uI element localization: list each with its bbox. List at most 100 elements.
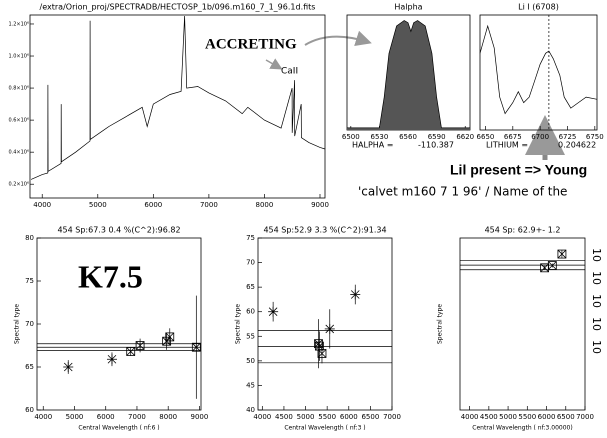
point-stroke	[126, 347, 135, 356]
chart-title: 454 Sp:52.9 3.3 %(C^2):91.34	[263, 226, 386, 235]
x-tick-label: 7000	[576, 413, 594, 421]
annotation: 'calvet m160 7 1 96' / Name of the	[358, 185, 567, 199]
y-axis-label: Spectral type	[437, 304, 444, 344]
x-tick-label: 6000	[340, 413, 358, 421]
point	[350, 289, 361, 300]
annotation: Lil present => Young	[450, 162, 587, 178]
line	[30, 15, 326, 180]
point-stroke	[314, 339, 323, 348]
point	[547, 261, 557, 270]
y-tick-label: 1.0×10⁶	[8, 54, 29, 60]
y-tick-label: 50	[246, 357, 255, 365]
y-tick-label: 75	[246, 234, 255, 242]
point	[126, 347, 136, 356]
y-tick-label: 1.2×10⁶	[8, 21, 29, 27]
x-tick-label: 7000	[200, 201, 218, 209]
x-tick-label: 6500	[361, 413, 379, 421]
point-stroke	[165, 332, 175, 342]
point	[324, 323, 335, 334]
x-tick-label: 7000	[383, 413, 401, 421]
x-tick-label: 7000	[128, 413, 146, 421]
y-tick-label: 0.8×10⁶	[8, 86, 29, 92]
annotation: LITHIUM =	[486, 141, 528, 150]
x-tick-label: 6590	[428, 133, 446, 141]
x-tick-label: 6725	[559, 133, 577, 141]
point-box	[314, 341, 324, 351]
x-tick-label: 4500	[275, 413, 293, 421]
annotation: -110.387	[418, 141, 454, 150]
point	[314, 339, 323, 349]
y-tick-label: 65	[246, 283, 255, 291]
chart-title: Li I (6708)	[518, 3, 559, 12]
line	[479, 24, 598, 115]
y-tick-label: 60	[25, 406, 34, 414]
point-box	[126, 347, 136, 356]
x-tick-label: 8000	[159, 413, 177, 421]
point-box	[317, 349, 327, 358]
x-tick-label: 6500	[342, 133, 360, 141]
x-tick-label: 9000	[191, 413, 209, 421]
y-tick-label: 80	[25, 234, 34, 242]
plot-frame	[479, 14, 598, 131]
x-tick-label: 6000	[97, 413, 115, 421]
y-tick-label: 40	[246, 406, 255, 414]
point-box	[314, 339, 323, 349]
point-box	[547, 261, 557, 270]
x-tick-label: 6700	[531, 133, 549, 141]
plot-frame	[29, 14, 326, 199]
point	[165, 332, 175, 342]
y-tick-label: 75	[25, 277, 34, 285]
y-tick-label: 55	[246, 332, 255, 340]
annotation: 10	[590, 271, 603, 285]
point	[317, 349, 327, 358]
y-tick-label: 0.2×10⁶	[8, 182, 29, 188]
x-axis-label: Central Wavelength ( nf:3.00000)	[472, 425, 572, 432]
chart-title: Halpha	[394, 3, 422, 12]
x-tick-label: 5500	[318, 413, 336, 421]
x-tick-label: 6560	[399, 133, 417, 141]
point	[106, 354, 117, 365]
y-axis-label: Spectral type	[235, 304, 242, 344]
x-tick-label: 6500	[557, 413, 575, 421]
point-box	[557, 249, 567, 259]
point	[63, 362, 74, 372]
x-tick-label: 6750	[586, 133, 604, 141]
x-tick-label: 6530	[371, 133, 389, 141]
point-stroke	[315, 341, 324, 351]
chart-title: 454 Sp:67.3 0.4 %(C^2):96.82	[57, 226, 180, 235]
x-tick-label: 4000	[253, 413, 271, 421]
plot-frame	[257, 237, 393, 411]
y-tick-label: 45	[246, 381, 255, 389]
annotation: K7.5	[78, 258, 143, 294]
x-tick-label: 4000	[33, 201, 51, 209]
x-tick-label: 6620	[456, 133, 474, 141]
y-tick-label: 70	[25, 320, 34, 328]
annotation: 10	[590, 248, 603, 262]
annotation: 10	[590, 317, 603, 331]
point	[135, 341, 145, 350]
point-stroke	[317, 349, 327, 358]
y-tick-label: 70	[246, 259, 255, 267]
x-tick-label: 6000	[538, 413, 556, 421]
arrow	[304, 30, 372, 47]
x-tick-label: 5000	[499, 413, 517, 421]
point-box	[165, 332, 175, 342]
x-tick-label: 4000	[34, 413, 52, 421]
y-tick-label: 0.6×10⁶	[8, 118, 29, 124]
y-tick-label: 60	[246, 308, 255, 316]
y-axis-label: Spectral type	[14, 304, 21, 344]
chart-title: 454 Sp: 62.9+- 1.2	[485, 226, 561, 235]
x-tick-label: 6000	[144, 201, 162, 209]
annotation: 10	[590, 340, 603, 354]
point-stroke	[135, 341, 145, 350]
x-tick-label: 9000	[311, 201, 329, 209]
line	[347, 20, 470, 129]
x-tick-label: 5000	[66, 413, 84, 421]
chart-title: /extra/Orion_proj/SPECTRADB/HECTOSP_1b/0…	[40, 3, 316, 12]
annotation: 0.204622	[558, 141, 596, 150]
plot-frame	[459, 237, 586, 411]
point-box	[191, 342, 201, 352]
annotation: ACCRETING	[205, 36, 297, 52]
x-tick-label: 5000	[89, 201, 107, 209]
